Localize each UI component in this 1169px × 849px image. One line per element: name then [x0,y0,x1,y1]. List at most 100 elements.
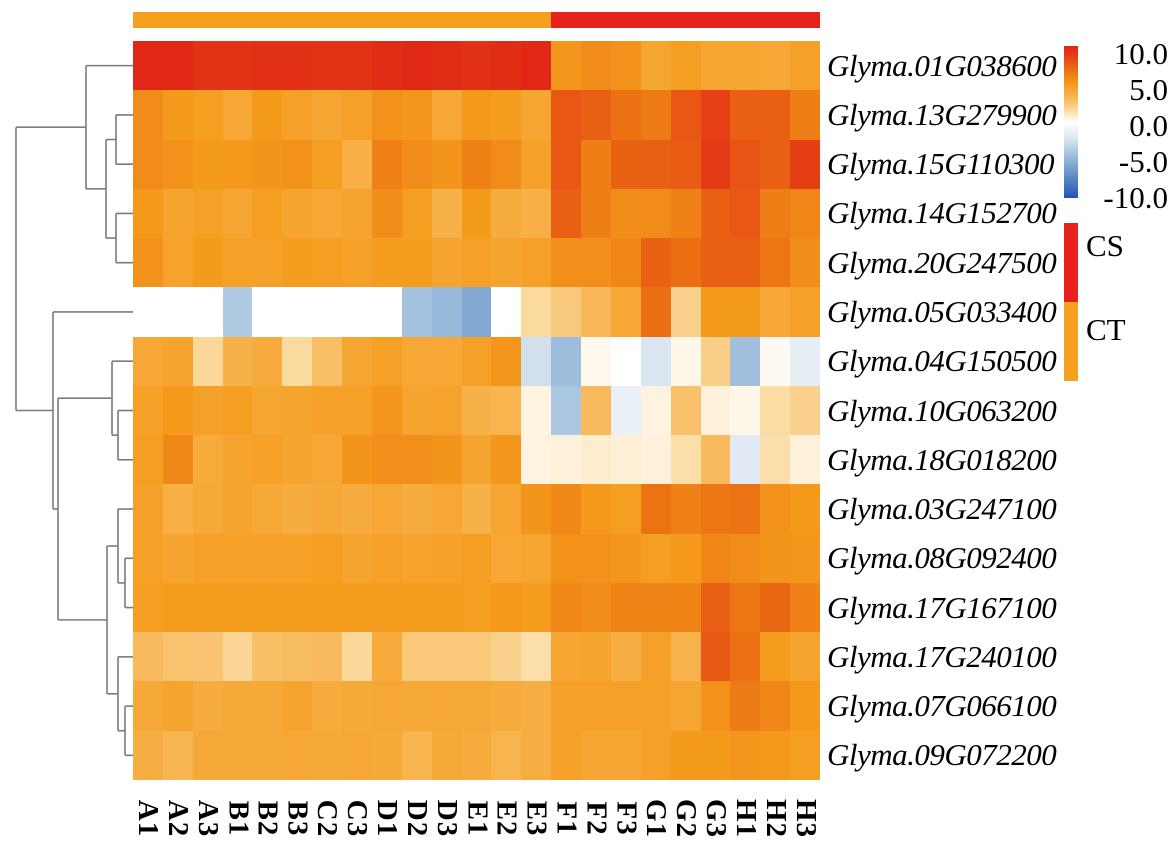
cell-Glyma.20G247500-G3 [700,238,731,288]
cell-Glyma.04G150500-A1 [133,336,163,386]
cell-Glyma.13G279900-G3 [700,90,731,140]
cell-Glyma.08G092400-A2 [162,533,193,583]
cell-Glyma.14G152700-F1 [551,188,582,239]
cell-Glyma.13G279900-F2 [581,90,611,140]
sample-label-H2: H2 [759,798,792,838]
cell-Glyma.05G033400-A2 [162,287,193,337]
cell-Glyma.17G167100-H2 [760,582,791,633]
cell-Glyma.18G018200-B3 [282,435,313,485]
cell-Glyma.14G152700-B3 [282,188,313,239]
sample-label-E3: E3 [520,800,553,836]
cell-Glyma.15G110300-A1 [133,139,163,189]
cell-Glyma.13G279900-A1 [133,90,163,140]
cell-Glyma.09G072200-G2 [670,730,701,780]
cell-Glyma.09G072200-E1 [461,730,492,780]
cell-Glyma.17G167100-G3 [700,582,731,633]
cell-Glyma.15G110300-B2 [252,139,283,189]
cell-Glyma.18G018200-C2 [312,435,343,485]
cell-Glyma.01G038600-G3 [700,41,731,91]
cell-Glyma.20G247500-B3 [282,238,313,288]
cell-Glyma.14G152700-B2 [252,188,283,239]
sample-label-F2: F2 [580,800,613,836]
cell-Glyma.15G110300-C2 [312,139,343,189]
cell-Glyma.05G033400-A1 [133,287,163,337]
cell-Glyma.20G247500-D1 [371,238,402,288]
cell-Glyma.08G092400-H3 [790,533,820,583]
cell-Glyma.09G072200-D2 [401,730,432,780]
cell-Glyma.17G240100-D2 [401,632,432,682]
cell-Glyma.13G279900-B2 [252,90,283,140]
cell-Glyma.03G247100-A1 [133,484,163,534]
cell-Glyma.18G018200-H3 [790,435,820,485]
cell-Glyma.15G110300-D1 [371,139,402,189]
heatmap-grid [133,41,820,780]
cell-Glyma.07G066100-D2 [401,681,432,731]
cell-Glyma.14G152700-A3 [192,188,223,239]
gene-label-Glyma.01G038600: Glyma.01G038600 [827,47,1057,83]
cell-Glyma.09G072200-E2 [491,730,522,780]
cell-Glyma.13G279900-H1 [730,90,761,140]
cell-Glyma.01G038600-C2 [312,41,343,91]
cell-Glyma.17G240100-C2 [312,632,343,682]
cell-Glyma.08G092400-F1 [551,533,582,583]
cell-Glyma.04G150500-A2 [162,336,193,386]
cell-Glyma.09G072200-H1 [730,730,761,780]
annotation-segment-CT [133,12,552,28]
sample-label-A2: A2 [162,799,195,837]
cell-Glyma.15G110300-H3 [790,139,820,189]
group-label-CS: CS [1086,228,1124,263]
cell-Glyma.03G247100-B2 [252,484,283,534]
cell-Glyma.18G018200-F1 [551,435,582,485]
cell-Glyma.10G063200-H1 [730,385,761,436]
cell-Glyma.05G033400-C3 [342,287,372,337]
cell-Glyma.07G066100-A3 [192,681,223,731]
cell-Glyma.13G279900-H2 [760,90,791,140]
cell-Glyma.10G063200-D1 [371,385,402,436]
cell-Glyma.07G066100-D1 [371,681,402,731]
sample-label-B3: B3 [281,800,314,836]
cell-Glyma.13G279900-E2 [491,90,522,140]
cell-Glyma.13G279900-A3 [192,90,223,140]
gene-label-Glyma.18G018200: Glyma.18G018200 [827,441,1057,477]
cell-Glyma.18G018200-E2 [491,435,522,485]
cell-Glyma.08G092400-E1 [461,533,492,583]
cell-Glyma.13G279900-F3 [610,90,641,140]
cell-Glyma.04G150500-F1 [551,336,582,386]
cell-Glyma.07G066100-F3 [610,681,641,731]
cell-Glyma.07G066100-D3 [431,681,462,731]
cell-Glyma.09G072200-B1 [222,730,253,780]
cell-Glyma.01G038600-G1 [640,41,671,91]
cell-Glyma.15G110300-F2 [581,139,611,189]
cell-Glyma.10G063200-H2 [760,385,791,436]
sample-label-C3: C3 [341,799,374,837]
cell-Glyma.15G110300-H2 [760,139,791,189]
cell-Glyma.01G038600-B3 [282,41,313,91]
cell-Glyma.10G063200-D3 [431,385,462,436]
sample-label-G1: G1 [640,798,673,838]
cell-Glyma.13G279900-G2 [670,90,701,140]
cell-Glyma.05G033400-H3 [790,287,820,337]
cell-Glyma.18G018200-C3 [342,435,372,485]
column-annotation-bar [133,12,820,28]
cell-Glyma.14G152700-B1 [222,188,253,239]
group-label-CT: CT [1086,312,1126,347]
cell-Glyma.08G092400-G1 [640,533,671,583]
cell-Glyma.04G150500-E3 [521,336,552,386]
cell-Glyma.14G152700-F2 [581,188,611,239]
cell-Glyma.04G150500-C2 [312,336,343,386]
cell-Glyma.13G279900-F1 [551,90,582,140]
cell-Glyma.14G152700-G3 [700,188,731,239]
cell-Glyma.17G167100-E1 [461,582,492,633]
cell-Glyma.09G072200-F1 [551,730,582,780]
cell-Glyma.08G092400-B3 [282,533,313,583]
cell-Glyma.03G247100-B3 [282,484,313,534]
gene-label-Glyma.14G152700: Glyma.14G152700 [827,195,1057,231]
cell-Glyma.10G063200-G3 [700,385,731,436]
cell-Glyma.10G063200-E2 [491,385,522,436]
cell-Glyma.08G092400-H2 [760,533,791,583]
cell-Glyma.20G247500-A1 [133,238,163,288]
cell-Glyma.07G066100-C3 [342,681,372,731]
cell-Glyma.13G279900-C3 [342,90,372,140]
cell-Glyma.17G240100-D1 [371,632,402,682]
